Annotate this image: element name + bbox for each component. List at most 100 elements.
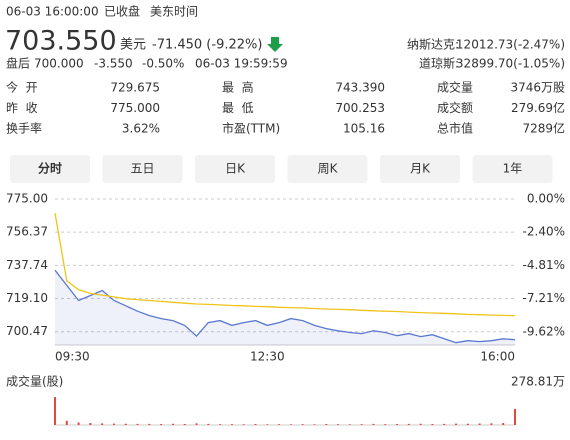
volume-bar bbox=[289, 424, 292, 425]
volume-bar bbox=[65, 420, 68, 425]
stat-label: 成交量 bbox=[437, 80, 473, 95]
volume-bar bbox=[54, 397, 56, 425]
volume-bar bbox=[325, 424, 328, 425]
stat-label: 成交额 bbox=[437, 100, 473, 115]
stat-value: 700.253 bbox=[335, 101, 385, 115]
tab-label[interactable]: 1年 bbox=[503, 162, 523, 176]
volume-bar bbox=[502, 423, 505, 425]
volume-bar bbox=[171, 423, 174, 425]
volume-bar bbox=[514, 408, 516, 425]
down-arrow bbox=[267, 37, 283, 52]
y-tick-label: 775.00 bbox=[6, 192, 48, 206]
volume-bar bbox=[337, 424, 340, 425]
volume-bar bbox=[195, 423, 198, 425]
stat-value: 105.16 bbox=[343, 122, 385, 136]
tab-label[interactable]: 日K bbox=[225, 162, 246, 176]
tab-label[interactable]: 五日 bbox=[130, 162, 154, 176]
series-line bbox=[54, 269, 516, 344]
after-hours-pct: -0.50% bbox=[142, 57, 184, 71]
y2-tick-label: -9.62% bbox=[523, 324, 565, 338]
x-tick-label: 09:30 bbox=[55, 350, 90, 364]
volume-bar bbox=[101, 423, 104, 425]
volume-bar bbox=[148, 423, 151, 425]
after-hours-change: -3.550 bbox=[94, 57, 133, 71]
volume-bar bbox=[207, 423, 210, 425]
datetime: 06-03 16:00:00 bbox=[6, 5, 99, 19]
volume-bar bbox=[219, 424, 222, 425]
stat-label: 昨 收 bbox=[6, 101, 38, 115]
x-tick-label: 16:00 bbox=[480, 350, 515, 364]
stat-value: 3.62% bbox=[122, 122, 160, 136]
after-hours-time: 06-03 19:59:59 bbox=[195, 57, 288, 71]
price: 703.550 bbox=[5, 26, 117, 57]
volume-bar bbox=[348, 424, 351, 425]
volume-bar bbox=[230, 424, 233, 425]
y-tick-label: 756.37 bbox=[6, 225, 48, 239]
y2-tick-label: 0.00% bbox=[527, 192, 565, 206]
y-tick-label: 737.74 bbox=[6, 258, 48, 272]
volume-bar bbox=[455, 423, 458, 425]
y2-tick-label: -7.21% bbox=[523, 291, 565, 305]
volume-bar bbox=[242, 424, 245, 425]
volume-title: 成交量(股) bbox=[6, 374, 63, 389]
volume-bar bbox=[384, 424, 387, 425]
stat-value: 279.69亿 bbox=[511, 100, 565, 115]
tab[interactable] bbox=[102, 155, 183, 183]
tab-label[interactable]: 月K bbox=[410, 162, 431, 176]
stat-value: 7289亿 bbox=[522, 121, 565, 136]
stat-value: 3746万股 bbox=[510, 81, 565, 95]
volume-bar bbox=[407, 423, 410, 425]
index-value: 32899.70(-1.05%) bbox=[456, 57, 565, 71]
tab[interactable] bbox=[472, 155, 553, 183]
volume-bar bbox=[136, 423, 139, 425]
stat-value: 743.390 bbox=[335, 81, 385, 95]
volume-bar bbox=[466, 423, 469, 425]
volume-tick-label: 278.81万 bbox=[511, 375, 565, 389]
volume-bar bbox=[360, 424, 363, 425]
volume-bar bbox=[254, 424, 257, 425]
change: -71.450 (-9.22%) bbox=[152, 38, 262, 53]
stat-value: 729.675 bbox=[110, 81, 160, 95]
tab[interactable] bbox=[195, 155, 275, 183]
currency: 美元 bbox=[120, 38, 146, 53]
stat-label: 最 低 bbox=[222, 101, 254, 115]
volume-bar bbox=[124, 423, 127, 425]
stat-label: 最 高 bbox=[222, 80, 254, 95]
volume-bar bbox=[419, 423, 422, 425]
tab[interactable] bbox=[380, 155, 460, 183]
volume-bar bbox=[313, 424, 316, 425]
after-hours-price: 700.000 bbox=[34, 57, 84, 71]
x-tick-label: 12:30 bbox=[250, 350, 285, 364]
volume-bar bbox=[443, 423, 446, 425]
volume-bar bbox=[266, 424, 269, 425]
volume-bar bbox=[372, 423, 375, 425]
price-area bbox=[55, 270, 515, 345]
after-hours-label: 盘后 bbox=[6, 56, 30, 71]
tab[interactable] bbox=[10, 155, 90, 183]
stat-label: 市盈(TTM) bbox=[222, 121, 280, 136]
tab-label[interactable]: 分时 bbox=[38, 161, 62, 176]
index-value: 12012.73(-2.47%) bbox=[456, 38, 565, 52]
volume-bar bbox=[431, 424, 434, 425]
y2-tick-label: -2.40% bbox=[523, 225, 565, 239]
index-name: 纳斯达克: bbox=[407, 38, 459, 52]
y-tick-label: 719.10 bbox=[6, 291, 48, 305]
volume-bar bbox=[278, 424, 281, 425]
stat-label: 今 开 bbox=[6, 80, 38, 95]
volume-bar bbox=[396, 424, 399, 425]
volume-bar bbox=[183, 424, 186, 425]
timezone: 美东时间 bbox=[150, 5, 198, 19]
stat-label: 换手率 bbox=[6, 121, 42, 136]
volume-bar bbox=[89, 423, 92, 425]
tab[interactable] bbox=[287, 155, 368, 183]
volume-bar bbox=[160, 424, 163, 425]
status: 已收盘 bbox=[104, 4, 140, 19]
y2-tick-label: -4.81% bbox=[523, 258, 565, 272]
tab-label[interactable]: 周K bbox=[318, 162, 339, 176]
volume-bar bbox=[478, 423, 481, 425]
volume-bar bbox=[77, 422, 80, 425]
volume-bar bbox=[301, 424, 304, 425]
volume-bar bbox=[490, 423, 493, 425]
stat-value: 775.000 bbox=[110, 101, 160, 115]
